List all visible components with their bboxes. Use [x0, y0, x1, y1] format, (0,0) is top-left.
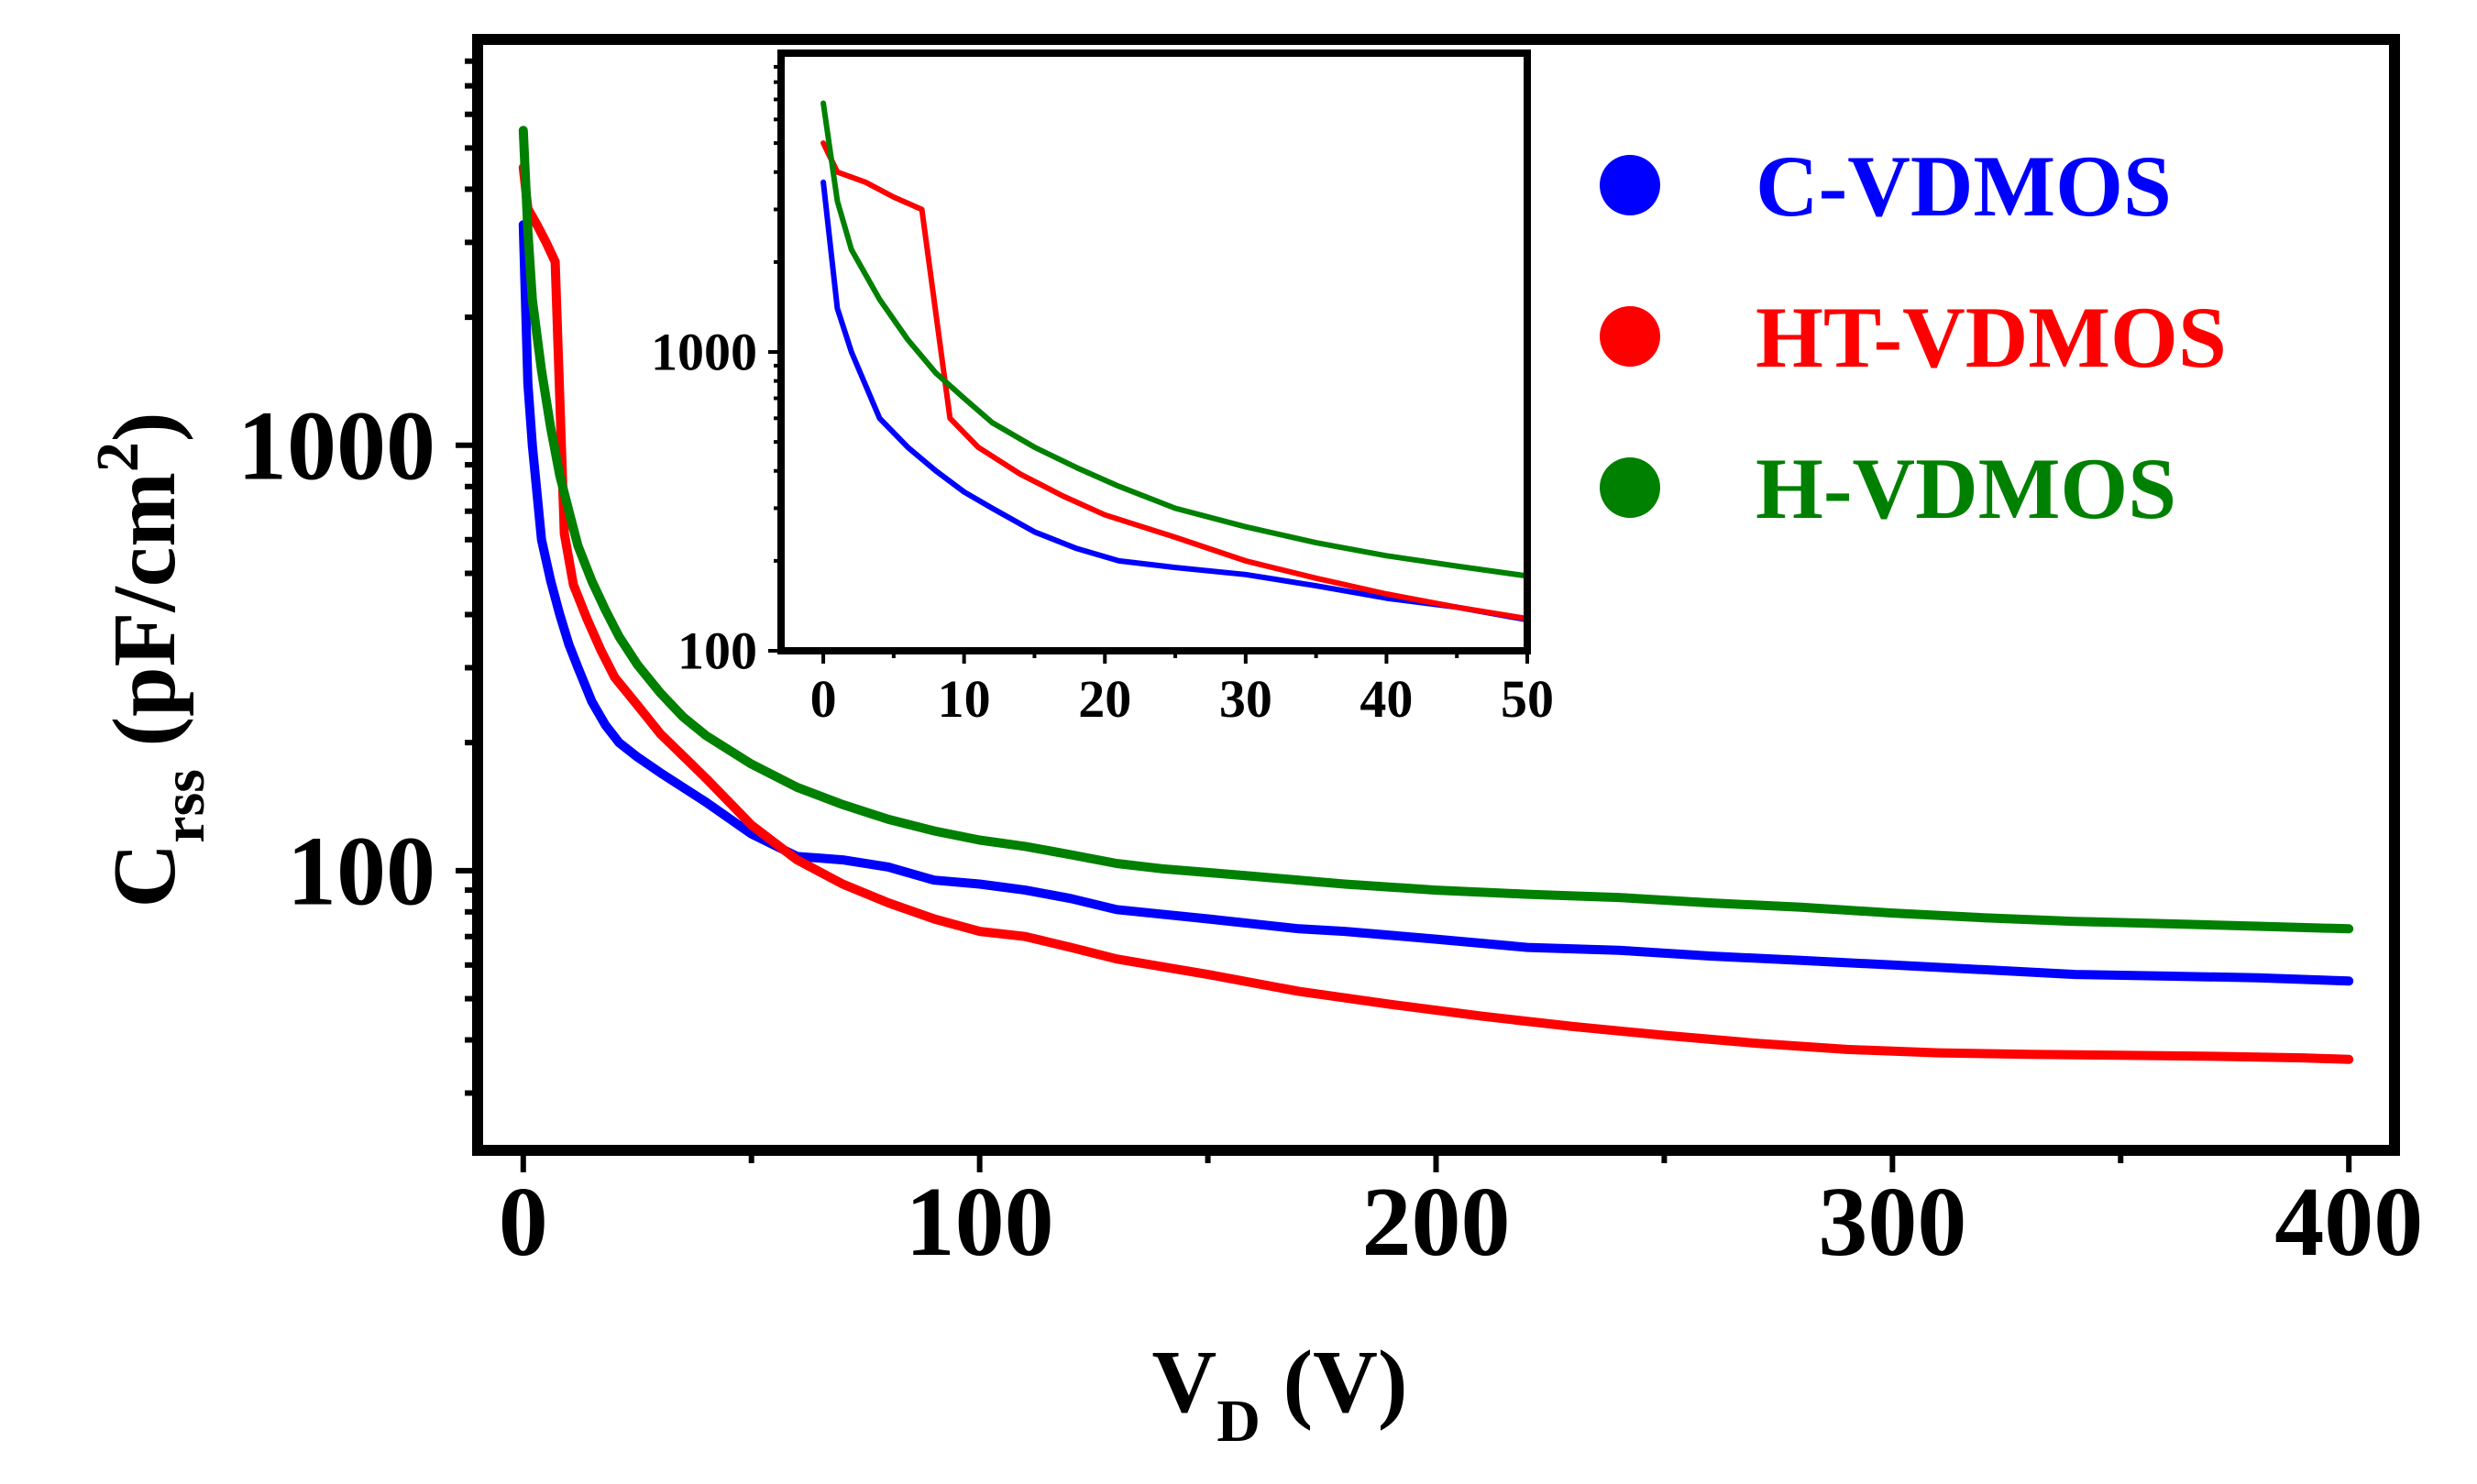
legend-marker-c-vdmos	[1600, 155, 1660, 215]
y-axis-title-sub: rss	[150, 769, 217, 843]
inset-x-tick-label: 20	[1078, 669, 1131, 729]
main-y-tick-label: 1000	[237, 392, 435, 501]
y-axis-title-main: C	[95, 843, 194, 908]
y-axis-title-sup: 2	[84, 442, 151, 472]
main-x-tick-label: 100	[906, 1168, 1054, 1277]
main-series-line-c-vdmos	[518, 220, 2354, 986]
main-y-tick-label: 100	[287, 818, 435, 927]
legend: C-VDMOS HT-VDMOS H-VDMOS	[1600, 137, 2227, 537]
main-series-line-h-vdmos	[518, 126, 2354, 934]
x-axis-title-main: V	[1152, 1333, 1217, 1432]
legend-marker-h-vdmos	[1600, 457, 1660, 518]
x-axis-title-sub: D	[1216, 1388, 1261, 1455]
inset-x-tick-label: 30	[1219, 669, 1272, 729]
legend-label-c-vdmos: C-VDMOS	[1756, 137, 2172, 235]
inset-series-line-ht-vdmos	[820, 140, 1530, 621]
y-axis-title-close: )	[95, 412, 194, 443]
inset-y-tick-label: 100	[677, 621, 757, 681]
legend-marker-ht-vdmos	[1600, 306, 1660, 367]
legend-label-h-vdmos: H-VDMOS	[1756, 440, 2176, 537]
x-axis-title-rest: (V)	[1261, 1333, 1408, 1432]
main-x-tick-label: 400	[2274, 1168, 2423, 1277]
inset-x-tick-label: 50	[1501, 669, 1554, 729]
x-axis-title: VD (V)	[1152, 1333, 1408, 1455]
inset-plot: 0 10 20 30 40 50 100 1000	[651, 49, 1554, 729]
inset-series-line-c-vdmos	[820, 179, 1530, 623]
main-x-tick-label: 0	[499, 1168, 548, 1277]
axis-titles: VD (V) Crss (pF/cm2)	[84, 412, 1408, 1455]
inset-series-line-h-vdmos	[820, 100, 1530, 579]
legend-label-ht-vdmos: HT-VDMOS	[1756, 289, 2227, 386]
inset-background	[781, 53, 1527, 651]
main-x-tick-label: 200	[1362, 1168, 1511, 1277]
inset-y-tick-label: 1000	[651, 323, 757, 382]
y-axis-title-rest: (pF/cm	[95, 472, 194, 769]
inset-x-tick-label: 0	[810, 669, 837, 729]
main-x-tick-label: 300	[1818, 1168, 1966, 1277]
y-axis-title: Crss (pF/cm2)	[84, 412, 217, 908]
inset-x-tick-label: 10	[938, 669, 991, 729]
inset-x-tick-label: 40	[1360, 669, 1413, 729]
main-series-line-ht-vdmos	[518, 162, 2354, 1064]
